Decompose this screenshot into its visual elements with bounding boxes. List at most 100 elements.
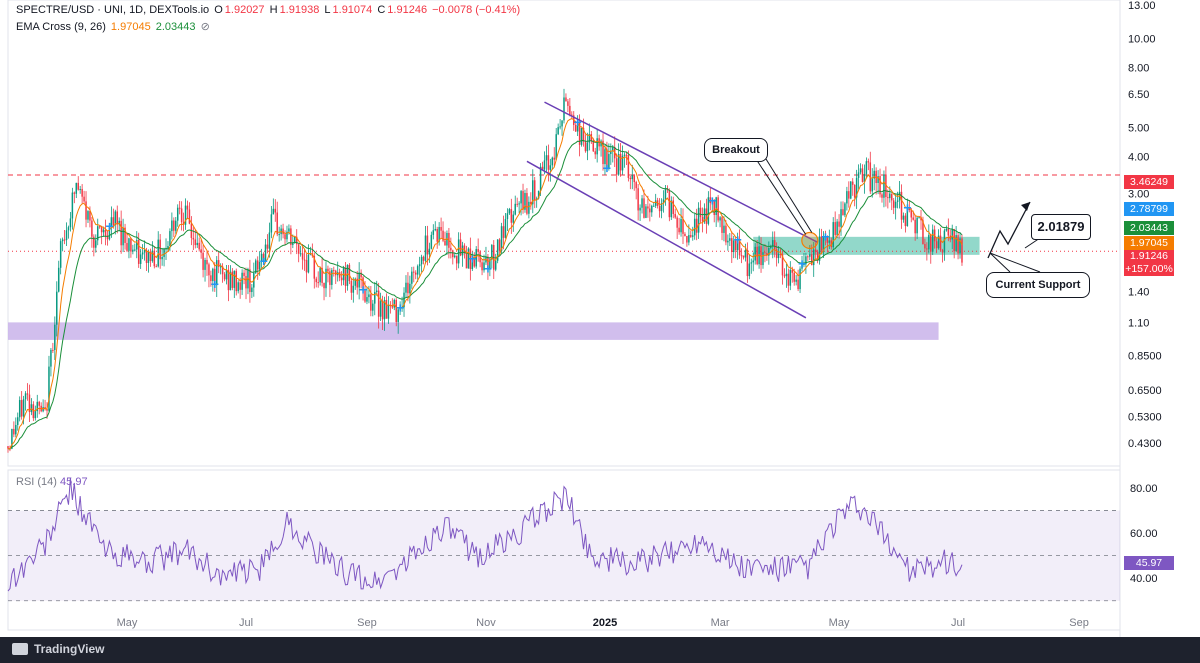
candle-body [65,230,68,241]
candle-body [851,181,854,185]
candle-body [395,299,397,322]
candle-body [184,205,187,225]
candle-body [594,151,596,155]
candle-body [818,236,821,261]
ema-cross-marker: + [821,228,829,244]
candle-body [619,153,622,171]
breakout-callout[interactable]: Breakout [704,138,768,162]
candle-body [684,233,686,237]
candle-body [317,282,319,284]
support-pointer [989,252,1041,273]
eye-off-icon[interactable]: ⊘ [200,21,210,33]
candle-body [128,238,130,251]
candle-body [770,246,772,248]
candle-body [717,197,719,221]
candle-body [887,197,889,199]
candle-body [206,259,208,265]
candle-body [215,260,218,286]
candle-body [775,249,778,259]
candle-body [286,231,288,240]
candle-body [943,230,946,253]
candle-body [327,268,329,272]
rsi-legend: RSI (14) 45.97 [16,476,88,488]
candle-body [537,190,540,199]
candle-body [649,208,651,213]
breakout-pointer [765,158,813,233]
candle-body [118,220,120,225]
candle-body [830,240,833,248]
y-tick-label: 0.4300 [1128,438,1162,450]
candle-body [50,349,52,367]
candle-body [331,270,333,285]
tradingview-logo[interactable]: TradingView [12,642,104,656]
candle-body [272,208,275,215]
x-tick-label: May [117,617,138,629]
candle-body [551,157,554,166]
candle-body [855,177,858,198]
candle-body [411,271,413,284]
candle-body [795,279,797,282]
candle-body [922,220,924,245]
candle-body [325,268,327,289]
current-support-callout[interactable]: Current Support [986,272,1090,298]
candle-body [104,229,107,236]
target-price-callout[interactable]: 2.01879 [1031,214,1091,240]
candle-body [42,407,44,412]
candle-body [549,165,552,170]
candle-body [481,262,483,271]
symbol-title[interactable]: SPECTRE/USD · UNI, 1D, DEXTools.io [16,4,210,16]
ema-cross-marker: + [903,200,911,216]
candle-body [935,241,938,249]
candle-body [512,214,515,223]
candle-body [953,229,955,252]
candle-body [159,239,161,260]
candle-body [434,229,436,231]
candle-body [469,248,472,269]
low-value: 1.91074 [332,4,373,16]
breakout-pointer [755,158,807,235]
candle-body [61,239,64,242]
candle-body [122,227,124,246]
candle-body [910,210,913,218]
candle-body [574,124,577,132]
x-tick-label: Mar [711,617,730,629]
candle-body [793,272,795,282]
candle-body [894,201,897,208]
candle-body [738,240,741,256]
candle-body [812,249,815,266]
candle-body [500,226,503,251]
y-tick-label: 0.8500 [1128,351,1162,363]
candle-body [405,282,407,293]
candle-body [496,239,499,261]
rsi-label[interactable]: RSI (14) [16,476,57,488]
candle-body [510,209,513,223]
candle-body [221,266,224,275]
candle-body [861,168,864,182]
high-value: 1.91938 [279,4,320,16]
candle-body [430,234,433,249]
candle-body [945,229,948,231]
candle-body [576,122,579,132]
candle-body [752,260,754,263]
candle-body [413,271,415,273]
ema-cross-label[interactable]: EMA Cross (9, 26) [16,21,106,33]
candle-body [338,272,341,278]
candle-body [658,205,661,212]
candle-body [83,196,85,202]
candle-body [114,211,117,225]
candle-body [436,229,438,242]
y-tick-label: 13.00 [1128,0,1156,12]
candle-body [235,270,238,292]
candle-body [890,193,893,201]
candle-body [539,166,542,191]
candle-body [188,209,191,224]
candle-body [366,297,368,302]
candle-body [617,153,620,175]
ema-cross-marker: + [708,192,716,208]
candle-body [7,446,9,449]
candle-body [24,393,27,400]
x-tick-label: Sep [357,617,377,629]
candle-body [600,140,602,147]
candle-body [582,127,585,142]
